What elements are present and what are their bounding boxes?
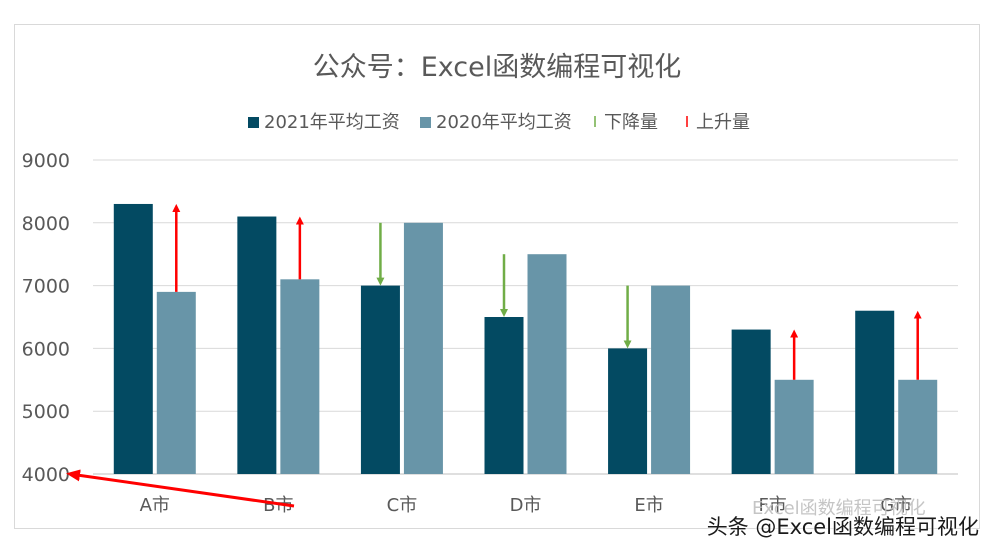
footer-watermark: 头条 @Excel函数编程可视化	[706, 515, 979, 539]
legend-swatch	[248, 117, 259, 128]
bar-2020	[898, 379, 938, 474]
y-tick-label: 6000	[22, 338, 70, 360]
bar-2020	[280, 279, 320, 474]
x-tick-label: E市	[634, 495, 663, 516]
bar-2021	[237, 216, 277, 474]
bar-2021	[855, 310, 895, 474]
x-tick-label: A市	[140, 495, 170, 516]
x-tick-label: D市	[510, 495, 542, 516]
annotation-arrow	[66, 469, 295, 508]
y-axis: 4000 5000 6000 7000 8000 9000	[22, 150, 70, 486]
bar-2020	[156, 291, 196, 474]
bar-2020	[527, 254, 567, 474]
x-axis: A市 B市 C市 D市 E市 F市 G市	[140, 495, 913, 516]
bar-2020	[774, 379, 814, 474]
legend: 2021年平均工资 2020年平均工资 下降量 上升量	[248, 112, 750, 133]
chart-title: 公众号：Excel函数编程可视化	[313, 52, 682, 83]
gridlines	[93, 159, 958, 475]
y-tick-label: 4000	[22, 464, 70, 486]
legend-label: 2021年平均工资	[264, 112, 400, 133]
bar-2021	[608, 348, 648, 474]
legend-label: 上升量	[696, 112, 750, 133]
bars	[113, 203, 938, 474]
x-tick-label: F市	[758, 495, 786, 516]
legend-swatch	[420, 117, 431, 128]
y-tick-label: 5000	[22, 401, 70, 423]
bar-2021	[360, 285, 400, 474]
legend-label: 2020年平均工资	[436, 112, 572, 133]
y-tick-label: 8000	[22, 213, 70, 235]
bar-2020	[403, 222, 443, 474]
change-arrows	[172, 203, 922, 380]
x-tick-label: B市	[263, 495, 293, 516]
x-tick-label: C市	[387, 495, 418, 516]
bar-2021	[484, 317, 524, 474]
y-tick-label: 9000	[22, 150, 70, 172]
embedded-watermark: Excel函数编程可视化	[752, 498, 926, 519]
bar-2020	[651, 285, 691, 474]
x-tick-label: G市	[880, 495, 912, 516]
y-tick-label: 7000	[22, 276, 70, 298]
chart-frame	[14, 24, 980, 529]
bar-2021	[113, 203, 153, 474]
legend-label: 下降量	[604, 112, 658, 133]
bar-2021	[731, 329, 771, 474]
